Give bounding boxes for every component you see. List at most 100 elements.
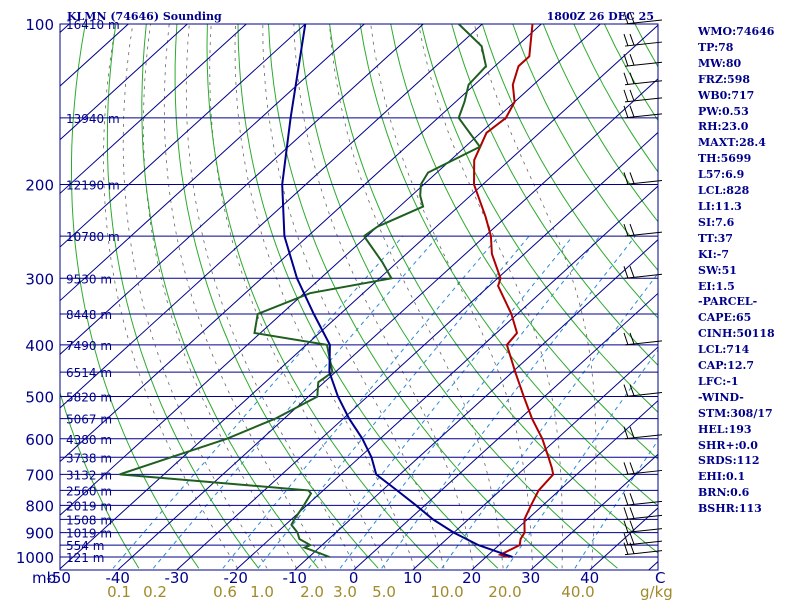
isotherm: [411, 346, 658, 570]
isotherm: [116, 78, 658, 570]
mixing-ratio-tick-label: 20.0: [488, 583, 521, 600]
mixing-ratio-tick-label: 2.0: [300, 583, 324, 600]
dry-adiabat: [206, 24, 439, 569]
isotherm: [60, 24, 248, 195]
index-item: KI:-7: [698, 247, 729, 261]
wind-barb: [623, 223, 663, 237]
station-title: KLMN (74646) Sounding: [67, 10, 222, 23]
wind-barb: [623, 462, 663, 475]
index-item: SHR+:0.0: [698, 438, 758, 452]
wind-barb: [623, 11, 663, 25]
height-label: 5820 m: [66, 391, 112, 405]
index-item: CAPE:65: [698, 311, 752, 325]
temperature-tick-label: -30: [164, 569, 189, 587]
valid-time: 1800Z 26 DEC 25: [547, 10, 654, 23]
dry-adiabat: [268, 24, 559, 569]
index-item: WMO:74646: [698, 25, 775, 38]
mixing-ratio-tick-label: 10.0: [430, 583, 463, 600]
index-item: TT:37: [698, 231, 733, 245]
saturated-adiabat: [209, 24, 386, 569]
x-unit-label: C: [655, 569, 665, 587]
mixing-ratio-line: [257, 235, 530, 569]
wind-barb: [623, 493, 663, 506]
index-item: RH:23.0: [698, 120, 749, 134]
index-item: HEL:193: [698, 422, 752, 436]
wind-barb: [623, 172, 663, 185]
pressure-tick-label: 800: [25, 497, 54, 515]
mixing-ratio-tick-label: 0.6: [213, 583, 237, 600]
height-label: 13940 m: [66, 112, 120, 126]
saturated-adiabat: [473, 24, 597, 569]
index-item: WB0:717: [698, 88, 755, 102]
pressure-tick-label: 700: [25, 466, 54, 484]
index-item: LI:11.3: [698, 199, 742, 213]
height-label: 5067 m: [66, 413, 112, 427]
wind-barb: [623, 266, 663, 279]
height-label: 16410 m: [66, 18, 120, 32]
pressure-tick-labels: 100 200 300 400 500 600 700 800 900 1000: [16, 16, 54, 567]
dry-adiabat: [329, 24, 658, 554]
dry-adiabat: [481, 24, 658, 319]
height-label: 10780 m: [66, 230, 120, 244]
saturated-adiabat: [122, 24, 268, 569]
isotherm: [293, 239, 658, 570]
temperature-tick-label: 30: [521, 569, 540, 587]
isotherm: [234, 185, 658, 570]
temperature-tick-label: 10: [403, 569, 422, 587]
dry-adiabat: [237, 24, 499, 569]
dry-adiabat: [390, 24, 658, 460]
mixing-ratio-tick-labels: 0.1 0.2 0.6 1.0 2.0 3.0 5.0 10.0 20.0 40.0: [107, 583, 595, 600]
mixing-ratio-tick-label: 0.1: [107, 583, 131, 600]
wind-barb: [623, 384, 663, 398]
dry-adiabat: [512, 24, 658, 272]
index-item: -PARCEL-: [698, 295, 758, 309]
temperature-tick-labels: -50 -40 -30 -20 -10 0 10 20 30 40: [46, 569, 599, 587]
temperature-profile: [472, 24, 555, 558]
height-label: 3132 m: [66, 468, 112, 482]
dry-adiabat: [359, 24, 658, 507]
saturated-adiabat: [142, 24, 297, 569]
index-item: MAXT:28.4: [698, 136, 766, 150]
pressure-tick-label: 500: [25, 389, 54, 407]
height-label: 554 m: [66, 539, 104, 553]
wind-barb: [623, 520, 663, 534]
temperature-tick-label: 20: [462, 569, 481, 587]
mixing-ratio-tick-label: 0.2: [143, 583, 167, 600]
index-item: PW:0.53: [698, 104, 749, 118]
index-item: FRZ:598: [698, 72, 751, 86]
dry-adiabat: [71, 24, 200, 569]
height-label: 12190 m: [66, 178, 120, 192]
height-label: 121 m: [66, 551, 104, 565]
wind-barb: [623, 426, 663, 440]
index-item: TH:5699: [698, 152, 752, 166]
mixing-unit-label: g/kg: [640, 583, 673, 600]
height-label: 4380 m: [66, 433, 112, 447]
wind-barb: [623, 105, 663, 119]
mixing-ratio-line: [308, 235, 574, 569]
index-item: LFC:-1: [698, 374, 739, 388]
isotherm: [60, 24, 425, 355]
wind-barbs: [623, 11, 663, 556]
temperature-tick-label: -20: [223, 569, 248, 587]
parcel-path: [281, 24, 513, 558]
index-item: EI:1.5: [698, 279, 735, 293]
index-item: CINH:50118: [698, 327, 775, 341]
saturated-adiabat: [234, 24, 415, 569]
dry-adiabat: [420, 24, 658, 413]
index-item: LCL:714: [698, 343, 750, 357]
height-label: 1019 m: [66, 527, 112, 541]
wind-barb: [623, 89, 663, 103]
height-label: 2560 m: [66, 484, 112, 498]
dry-adiabats: [60, 24, 658, 569]
saturated-adiabat: [293, 24, 474, 569]
index-item: BSHR:113: [698, 502, 762, 516]
dry-adiabat: [106, 24, 259, 569]
plot-frame: [59, 23, 659, 571]
height-label: 3738 m: [66, 451, 112, 465]
index-item: STM:308/17: [698, 406, 773, 420]
profiles: [119, 24, 555, 558]
height-label: 2019 m: [66, 499, 112, 513]
temperature-tick-label: 40: [580, 569, 599, 587]
